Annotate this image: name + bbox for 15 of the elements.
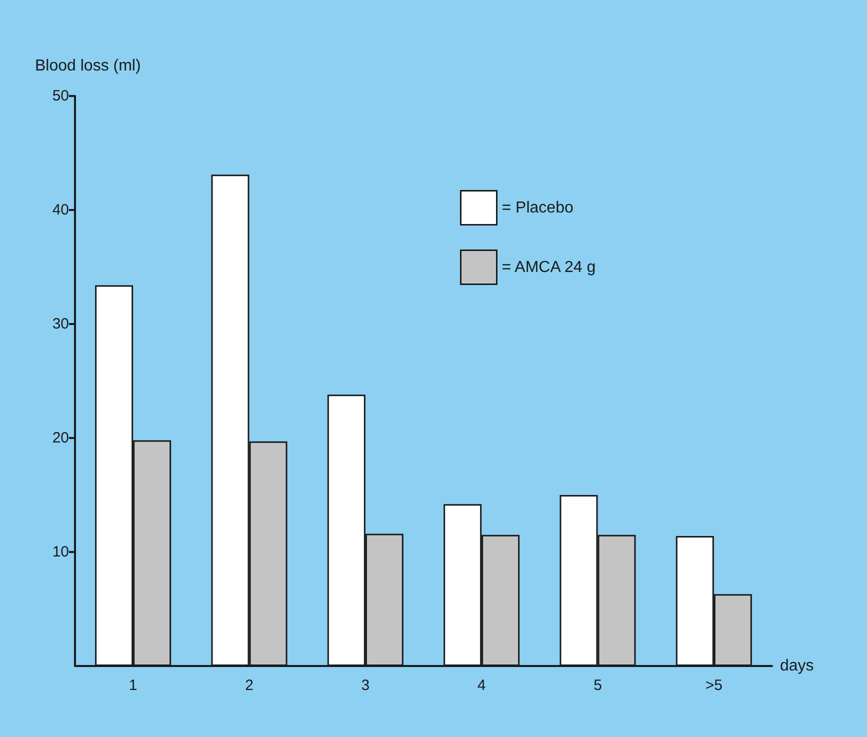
y-tick-label: 30 — [52, 316, 69, 332]
legend-label: = Placebo — [502, 199, 574, 216]
x-tick-label: 5 — [594, 677, 602, 694]
x-tick-label: >5 — [705, 677, 722, 694]
x-axis-title: days — [780, 658, 814, 674]
y-tick-label: 10 — [52, 544, 69, 560]
y-axis-title: Blood loss (ml) — [35, 58, 141, 74]
x-tick-label: 1 — [128, 677, 138, 694]
y-tick-label: 40 — [52, 202, 69, 218]
x-tick-label: 3 — [361, 677, 370, 694]
legend-label: = AMCA 24 g — [502, 258, 596, 276]
y-tick-label: 50 — [52, 88, 69, 104]
y-tick-label: 20 — [52, 430, 69, 446]
x-tick-label: 2 — [245, 677, 254, 694]
x-tick-label: 4 — [477, 677, 486, 694]
